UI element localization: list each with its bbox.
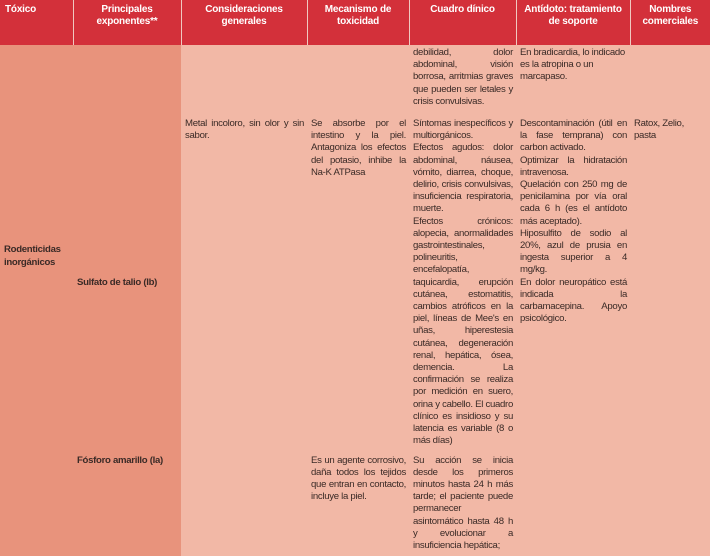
cell-consideraciones-talio: Metal incoloro, sin olor y sin sabor. bbox=[181, 112, 307, 451]
antidoto-paragraph: En dolor neuropático está indicada la ca… bbox=[520, 277, 627, 326]
cell-comerciales-talio: Ratox, Zelio, pasta bbox=[630, 112, 710, 451]
cuadro-paragraph: Síntomas inespecíficos y multiorgánicos. bbox=[413, 118, 513, 142]
cell-mecanismo-talio: Se absorbe por el intestino y la piel. A… bbox=[307, 112, 409, 451]
cell-mecanismo-fosforo: Es un agente corrosivo, daña todos los t… bbox=[307, 452, 409, 556]
header-mecanismo: Mecanismo de toxicidad bbox=[307, 0, 409, 45]
cell-cuadro-talio: Síntomas inespecíficos y multiorgánicos.… bbox=[409, 112, 516, 451]
antidoto-paragraph: Quelación con 250 mg de penicilamina por… bbox=[520, 179, 627, 228]
header-toxico: Tóxico bbox=[0, 0, 73, 45]
table-row: Fósforo amarillo (Ia) Es un agente corro… bbox=[0, 452, 710, 556]
cell-antidoto-talio: Descontaminación (útil en la fase tempra… bbox=[516, 112, 630, 451]
cell-cuadro-continued: debilidad, dolor abdominal, visión borro… bbox=[409, 45, 516, 112]
header-consideraciones: Consideraciones generales bbox=[181, 0, 307, 45]
header-cuadro: Cuadro dínico bbox=[409, 0, 516, 45]
antidoto-paragraph: Optimizar la hidratación intravenosa. bbox=[520, 155, 627, 179]
header-antidoto: Antídoto: tratamiento de soporte bbox=[516, 0, 630, 45]
table-row: Sulfato de talio (Ib) Metal incoloro, si… bbox=[0, 112, 710, 451]
cuadro-paragraph: Efectos agudos: dolor abdominal, náusea,… bbox=[413, 142, 513, 215]
cell-cuadro-fosforo: Su acción se inicia desde los primeros m… bbox=[409, 452, 516, 556]
cell-comerciales-fosforo-empty bbox=[630, 452, 710, 556]
table-row: Rodenticidas inorgánicos debilidad, dolo… bbox=[0, 45, 710, 112]
cuadro-paragraph: Efectos crónicos: alopecia, anormalidade… bbox=[413, 216, 513, 448]
cell-consideraciones-fosforo-empty bbox=[181, 452, 307, 556]
antidoto-paragraph: Descontaminación (útil en la fase tempra… bbox=[520, 118, 627, 155]
header-comerciales: Nombres comerciales bbox=[630, 0, 710, 45]
cell-antidoto-fosforo-empty bbox=[516, 452, 630, 556]
table-header: Tóxico Principales exponentes** Consider… bbox=[0, 0, 710, 45]
header-exponentes: Principales exponentes** bbox=[73, 0, 181, 45]
cell-antidoto-continued: En bradicardia, lo indicado es la atropi… bbox=[516, 45, 630, 112]
cell-exponente-empty bbox=[73, 45, 181, 112]
cell-comerciales-empty bbox=[630, 45, 710, 112]
antidoto-paragraph: Hiposulfito de sodio al 20%, azul de pru… bbox=[520, 228, 627, 277]
cell-exponente-talio: Sulfato de talio (Ib) bbox=[73, 112, 181, 451]
cell-consideraciones-empty bbox=[181, 45, 307, 112]
cell-toxico: Rodenticidas inorgánicos bbox=[0, 45, 73, 556]
cell-exponente-fosforo: Fósforo amarillo (Ia) bbox=[73, 452, 181, 556]
cell-mecanismo-empty bbox=[307, 45, 409, 112]
